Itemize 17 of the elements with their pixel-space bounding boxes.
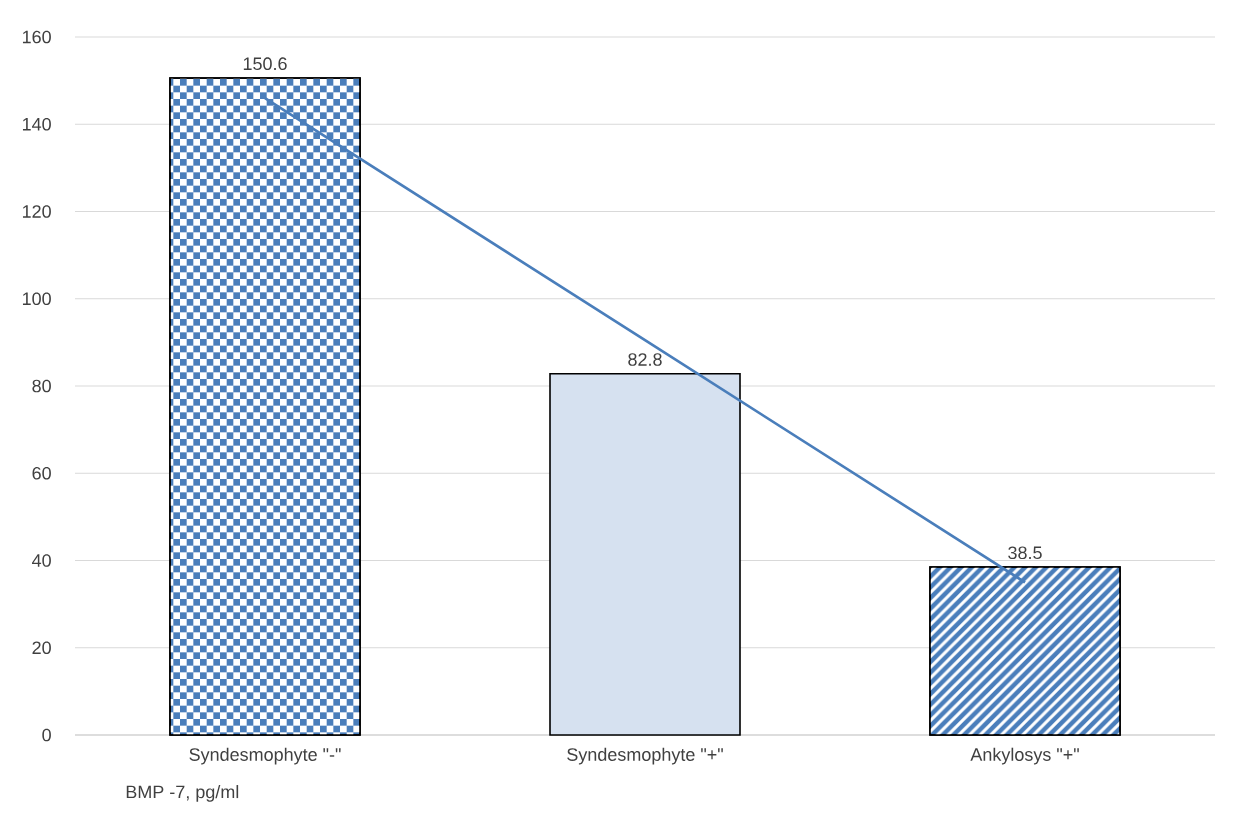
y-tick-label: 100: [22, 292, 51, 306]
x-tick-label: Syndesmophyte "-": [189, 747, 341, 765]
y-tick-label: 0: [42, 728, 51, 742]
data-label: 82.8: [628, 353, 662, 366]
bar: [549, 372, 741, 736]
y-tick-label: 80: [32, 379, 51, 393]
y-tick-label: 140: [22, 117, 51, 131]
x-axis-title: BMP -7, pg/ml: [126, 785, 239, 802]
y-tick-label: 40: [32, 554, 51, 567]
y-tick-label: 20: [32, 641, 51, 655]
y-tick-label: 120: [22, 205, 51, 218]
y-tick-label: 160: [22, 30, 51, 44]
data-label: 38.5: [1008, 546, 1042, 560]
x-tick-label: Ankylosys "+": [970, 747, 1079, 765]
data-label: 150.6: [243, 57, 287, 71]
y-tick-label: 60: [32, 466, 51, 480]
x-tick-label: Syndesmophyte "+": [567, 747, 723, 765]
